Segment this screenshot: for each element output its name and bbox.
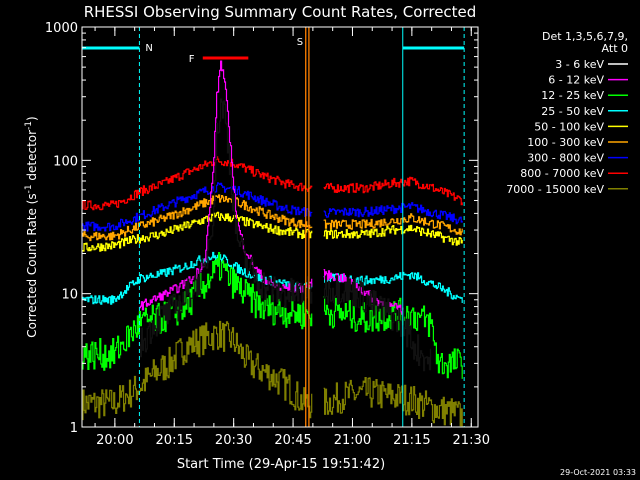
legend-label-7000-15000-kev: 7000 - 15000 keV <box>506 183 604 196</box>
saa-label: S <box>297 37 303 48</box>
legend-label-50-100-kev: 50 - 100 keV <box>534 120 604 133</box>
legend-label-6-12-kev: 6 - 12 keV <box>548 74 604 87</box>
x-tick-label: 20:00 <box>96 433 133 448</box>
night-label: N <box>145 43 152 54</box>
y-axis-label: Corrected Count Rate (s-1 detector-1) <box>24 116 39 337</box>
series-line-7000-15000-kev-0 <box>82 320 313 421</box>
series-line-12-25-kev-1 <box>323 296 463 379</box>
flare-label: F <box>189 54 195 65</box>
plot-frame <box>81 26 479 428</box>
series-line-3-6-kev-1 <box>323 275 432 372</box>
series-line-300-800-kev-1 <box>323 202 463 225</box>
series-line-800-7000-kev-1 <box>323 176 463 206</box>
y-tick-label: 10 <box>61 288 78 303</box>
y-tick-label: 1000 <box>45 21 78 36</box>
axis-ticks: 1 10 100 1000 20:00 20:15 20:30 20:45 21:00 21:15… <box>45 21 490 448</box>
y-tick-label: 1 <box>70 421 78 436</box>
x-tick-label: 21:30 <box>453 433 490 448</box>
series-line-3-6-kev-0 <box>139 98 313 358</box>
series-line-25-50-kev-0 <box>82 251 313 305</box>
y-axis-label-main: Corrected Count Rate (s <box>25 193 39 337</box>
series-line-6-12-kev-0 <box>139 60 313 311</box>
legend-header-detectors: Det 1,3,5,6,7,9, <box>542 30 628 43</box>
chart-title: RHESSI Observing Summary Count Rates, Co… <box>84 3 477 21</box>
legend-label-800-7000-kev: 800 - 7000 keV <box>520 167 604 180</box>
x-tick-label: 20:15 <box>156 433 193 448</box>
timestamp: 29-Oct-2021 03:33 <box>560 468 636 477</box>
series-line-7000-15000-kev-1 <box>323 377 463 427</box>
x-tick-label: 21:15 <box>393 433 430 448</box>
series-line-300-800-kev-0 <box>82 182 313 232</box>
legend-label-12-25-kev: 12 - 25 keV <box>541 89 604 102</box>
y-tick-label: 100 <box>53 154 78 169</box>
legend-label-300-800-kev: 300 - 800 keV <box>527 152 604 165</box>
x-tick-label: 21:00 <box>334 433 371 448</box>
legend: Det 1,3,5,6,7,9,Att 0 3 - 6 keV 6 - 12 keV… <box>506 30 628 196</box>
series-line-100-300-kev-0 <box>82 194 313 242</box>
series-line-50-100-kev-0 <box>82 211 313 252</box>
x-tick-label: 20:45 <box>274 433 311 448</box>
x-axis-label: Start Time (29-Apr-15 19:51:42) <box>177 457 385 472</box>
legend-header-attenuator: Att 0 <box>602 42 628 55</box>
y-axis-label-end: ) <box>25 116 39 121</box>
y-axis-label-mid: detector <box>25 130 39 185</box>
x-tick-label: 20:30 <box>215 433 252 448</box>
series-line-100-300-kev-1 <box>323 213 463 236</box>
series-line-800-7000-kev-0 <box>82 156 313 211</box>
legend-label-3-6-kev: 3 - 6 keV <box>555 58 604 71</box>
legend-label-25-50-kev: 25 - 50 keV <box>541 105 604 118</box>
series-line-50-100-kev-1 <box>323 224 463 246</box>
y-axis-label-sup1: -1 <box>24 184 34 193</box>
legend-label-100-300-kev: 100 - 300 keV <box>527 136 604 149</box>
y-axis-label-sup2: -1 <box>24 121 34 130</box>
